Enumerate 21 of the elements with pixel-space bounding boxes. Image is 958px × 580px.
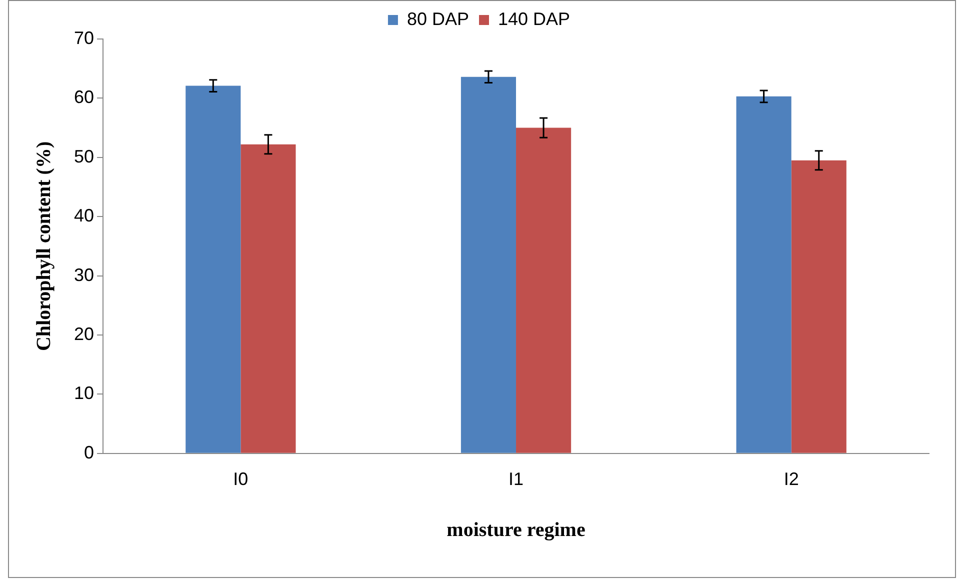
y-tick-label: 50 <box>74 146 94 166</box>
bar <box>460 76 516 453</box>
bar <box>240 144 296 453</box>
legend-label: 140 DAP <box>498 8 570 29</box>
bar <box>791 160 846 453</box>
bar <box>736 96 792 453</box>
legend-label: 80 DAP <box>406 8 470 29</box>
y-tick-label: 0 <box>84 442 94 462</box>
y-tick-label: 10 <box>74 383 94 404</box>
y-tick-label: 60 <box>74 87 94 108</box>
y-axis-title: Chlorophyll content (%) <box>33 141 56 352</box>
x-tick-label: I2 <box>784 469 799 490</box>
y-tick-label: 30 <box>74 264 94 285</box>
x-tick-label: I0 <box>233 469 248 490</box>
y-tick-label: 40 <box>74 206 94 226</box>
y-tick-label: 20 <box>74 324 94 344</box>
bar <box>516 128 572 453</box>
bar <box>186 86 241 453</box>
x-tick-label: I1 <box>508 469 524 490</box>
x-axis-title: moisture regime <box>446 519 586 542</box>
y-tick-label: 70 <box>74 28 94 48</box>
